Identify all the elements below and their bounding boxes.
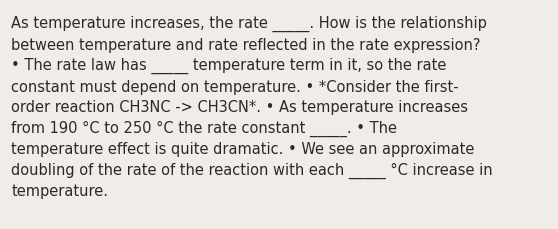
Text: As temperature increases, the rate _____. How is the relationship
between temper: As temperature increases, the rate _____… bbox=[11, 16, 493, 198]
